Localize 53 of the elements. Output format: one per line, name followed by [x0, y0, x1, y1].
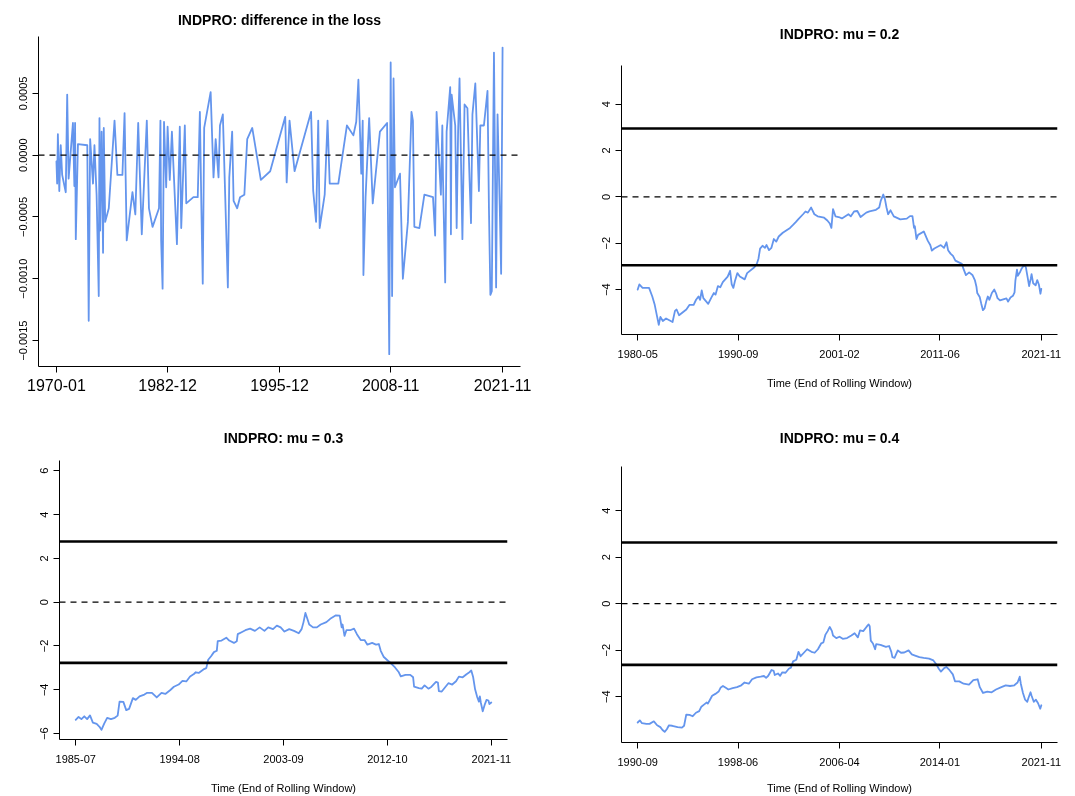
y-tick-label: −2 — [600, 236, 613, 250]
y-tick-label: 0 — [600, 600, 613, 607]
x-tick-label: 1990-09 — [718, 347, 759, 360]
x-tick-label: 2006-04 — [819, 755, 860, 768]
y-tick-label: 2 — [600, 554, 613, 561]
chart-title: INDPRO: mu = 0.4 — [779, 429, 900, 446]
y-tick-label: −4 — [600, 283, 613, 296]
line-series — [74, 612, 493, 731]
y-tick-label: 0 — [38, 599, 51, 606]
line-series — [636, 623, 1043, 733]
x-tick-label: 1980-05 — [617, 347, 658, 360]
y-tick-label: −4 — [600, 690, 613, 703]
x-tick-label: 1994-08 — [159, 752, 200, 765]
x-tick-label: 1985-07 — [55, 752, 96, 765]
x-tick-label: 1995-12 — [250, 376, 309, 394]
y-tick-label: 4 — [600, 507, 613, 514]
x-tick-label: 2003-09 — [263, 752, 304, 765]
y-tick-label: −4 — [38, 683, 51, 697]
x-tick-label: 2021-11 — [471, 752, 512, 765]
y-tick-label: 0 — [600, 193, 613, 200]
x-axis-title: Time (End of Rolling Window) — [210, 781, 357, 794]
x-tick-label: 1990-09 — [617, 755, 658, 768]
x-tick-label: 2021-11 — [1021, 755, 1062, 768]
x-tick-label: 2021-11 — [1021, 347, 1062, 360]
x-tick-label: 1998-06 — [717, 755, 759, 768]
chart-title: INDPRO: mu = 0.3 — [223, 429, 344, 446]
x-axis-title: Time (End of Rolling Window) — [766, 376, 913, 389]
x-tick-label: 2008-11 — [361, 376, 420, 394]
y-tick-label: 2 — [600, 147, 613, 154]
y-tick-label: 4 — [38, 511, 51, 518]
y-tick-label: 0.0000 — [17, 138, 30, 172]
y-tick-label: −2 — [38, 639, 51, 653]
y-tick-label: −2 — [600, 643, 613, 657]
y-tick-label: −0.0005 — [17, 196, 30, 237]
x-axis-title: Time (End of Rolling Window) — [766, 781, 913, 794]
x-tick-label: 2021-11 — [473, 376, 532, 394]
x-tick-label: 2001-02 — [819, 347, 860, 360]
y-tick-label: −6 — [38, 727, 51, 740]
y-tick-label: −0.0010 — [17, 258, 30, 299]
chart-title: INDPRO: mu = 0.2 — [779, 26, 900, 42]
x-tick-label: 1970-01 — [27, 376, 86, 394]
y-tick-label: −0.0015 — [17, 320, 30, 361]
y-tick-label: 2 — [38, 555, 51, 562]
x-tick-label: 2014-01 — [919, 755, 961, 768]
y-tick-label: 0.0005 — [17, 76, 30, 111]
line-series — [636, 193, 1043, 326]
x-tick-label: 2011-06 — [920, 347, 960, 360]
y-tick-label: 6 — [38, 467, 51, 474]
y-tick-label: 4 — [600, 101, 613, 108]
chart-title: INDPRO: difference in the loss — [177, 11, 382, 28]
line-series — [55, 46, 504, 356]
x-tick-label: 2012-10 — [367, 752, 408, 765]
x-tick-label: 1982-12 — [138, 376, 198, 394]
